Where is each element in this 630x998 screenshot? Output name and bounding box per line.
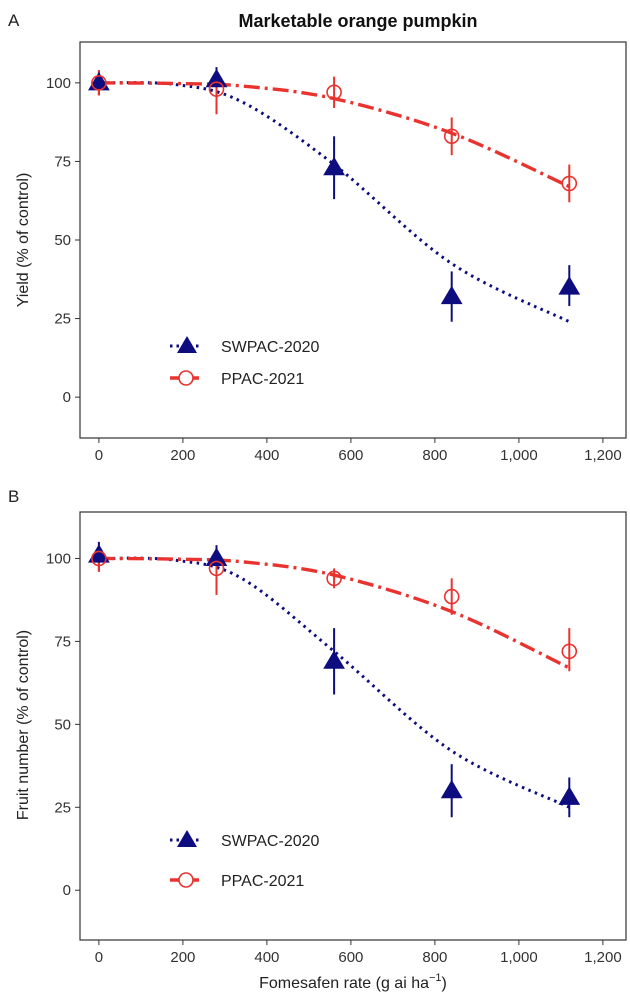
data-point (205, 547, 228, 566)
x-tick-label: 600 (338, 949, 363, 966)
x-tick-label: 1,200 (584, 949, 622, 966)
y-tick-label: 75 (54, 633, 71, 650)
legend-marker (177, 336, 197, 353)
x-axis-title-close: ) (442, 975, 447, 992)
panel-b-fit-curves (98, 556, 571, 809)
fit-curve (98, 81, 570, 324)
y-tick-label: 100 (46, 75, 71, 92)
y-tick-label: 0 (63, 389, 71, 406)
x-axis-title-main: Fomesafen rate (g ai ha (259, 975, 429, 992)
x-tick-label: 400 (254, 447, 279, 464)
x-tick-label: 1,000 (500, 447, 538, 464)
legend-item: PPAC-2021 (170, 370, 304, 388)
data-point (326, 84, 342, 101)
data-point (91, 75, 107, 91)
data-point (208, 560, 225, 577)
legend-item: PPAC-2021 (170, 872, 304, 890)
panel-a-label: A (8, 11, 20, 30)
y-tick-label: 50 (54, 716, 71, 733)
panel-a-error-bars (97, 67, 571, 322)
x-tick-label: 800 (422, 447, 447, 464)
fit-curve (98, 556, 571, 670)
x-tick-label: 1,000 (500, 949, 538, 966)
panel-b-x-axis-title: Fomesafen rate (g ai ha−1) (259, 972, 447, 992)
legend-marker (178, 370, 194, 386)
data-point (323, 650, 345, 669)
fit-curve (98, 81, 571, 189)
data-point (558, 786, 581, 805)
data-point (440, 779, 463, 799)
panel-a-fit-curves (98, 81, 571, 324)
panel-a-title: Marketable orange pumpkin (238, 11, 477, 31)
panel-a-y-axis: 0 25 50 75 100 (46, 75, 80, 406)
legend-label: SWPAC-2020 (221, 339, 320, 356)
legend-label: SWPAC-2020 (221, 833, 320, 850)
panel-a-y-axis-title: Yield (% of control) (15, 173, 32, 308)
panel-b-y-axis: 0 25 50 75 100 (46, 550, 80, 899)
panel-a-x-axis: 0 200 400 600 800 1,000 1,200 (95, 438, 622, 464)
panel-b-y-axis-title: Fruit number (% of control) (15, 630, 32, 820)
y-tick-label: 100 (46, 550, 71, 567)
x-tick-label: 200 (170, 949, 195, 966)
panel-a-points (88, 68, 581, 305)
data-point (205, 68, 228, 88)
panel-b: B Fruit number (% of control) Fomesafen … (8, 487, 627, 992)
data-point (440, 285, 463, 305)
y-tick-label: 25 (54, 799, 71, 816)
x-tick-label: 0 (95, 949, 103, 966)
x-axis-title-exponent: −1 (429, 972, 442, 984)
panel-b-plot-frame (79, 511, 627, 941)
data-point (326, 570, 342, 587)
legend-label: PPAC-2021 (221, 873, 304, 890)
x-tick-label: 400 (254, 949, 279, 966)
y-tick-label: 50 (54, 232, 71, 249)
data-point (443, 588, 460, 605)
data-point (443, 128, 460, 145)
y-tick-label: 25 (54, 311, 71, 328)
data-point (561, 643, 578, 660)
panel-b-legend: SWPAC-2020 PPAC-2021 (170, 830, 320, 890)
x-tick-label: 200 (170, 447, 195, 464)
x-tick-label: 1,200 (584, 447, 622, 464)
data-point (558, 276, 581, 295)
legend-marker (177, 830, 197, 847)
y-tick-label: 75 (54, 153, 71, 170)
panel-a: A Marketable orange pumpkin Yield (% of … (8, 11, 627, 464)
legend-item: SWPAC-2020 (170, 336, 320, 356)
panel-a-legend: SWPAC-2020 PPAC-2021 (170, 336, 320, 388)
x-tick-label: 600 (338, 447, 363, 464)
data-point (208, 81, 225, 97)
y-tick-label: 0 (63, 882, 71, 899)
x-tick-label: 0 (95, 447, 103, 464)
panel-b-points (88, 544, 581, 805)
data-point (323, 156, 345, 176)
data-point (561, 175, 578, 192)
panel-b-x-axis: 0 200 400 600 800 1,000 1,200 (95, 940, 622, 966)
legend-label: PPAC-2021 (221, 371, 304, 388)
panel-b-label: B (8, 487, 19, 506)
data-point (91, 550, 107, 567)
fit-curve (98, 556, 570, 809)
legend-item: SWPAC-2020 (170, 830, 320, 850)
legend-marker (178, 872, 194, 888)
x-tick-label: 800 (422, 949, 447, 966)
